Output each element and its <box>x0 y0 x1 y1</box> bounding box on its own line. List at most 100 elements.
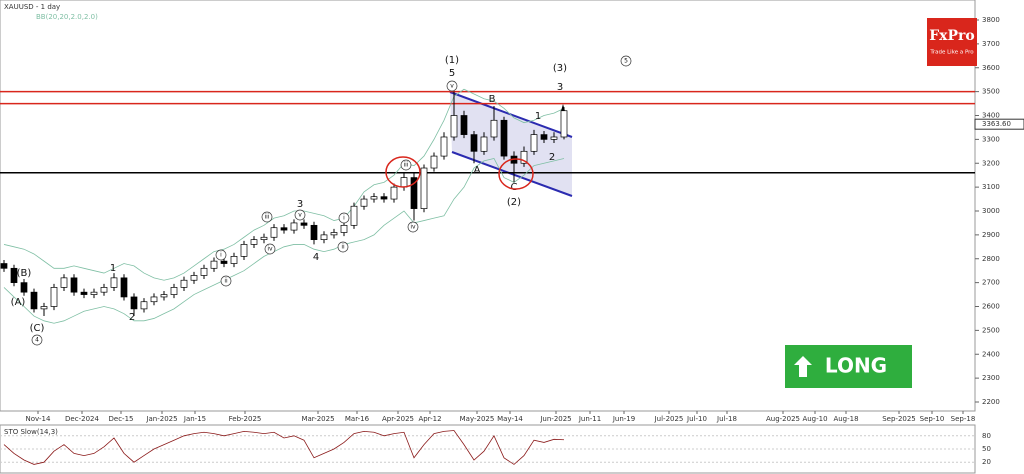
annotation-circle <box>31 334 43 346</box>
annotation-circle <box>407 221 419 233</box>
logo-name: FxPro <box>929 28 975 44</box>
candle-body <box>320 234 328 241</box>
candle-body <box>50 287 58 307</box>
stochastic-tick-label: 20 <box>982 458 991 466</box>
price-panel <box>0 0 976 412</box>
logo-tagline: Trade Like a Pro <box>929 50 974 56</box>
wave-label: (2) <box>507 197 521 208</box>
y-tick-label: 3700 <box>982 40 1000 48</box>
x-tick-label: Nov-14 <box>26 415 51 423</box>
x-tick-label: Jun-11 <box>578 415 601 423</box>
x-tick-label: May-2025 <box>460 415 495 423</box>
x-tick-label: Feb-2025 <box>229 415 262 423</box>
y-tick-label: 3200 <box>982 159 1000 167</box>
candle-body <box>540 134 548 140</box>
stochastic-title: STO Slow(14,3) <box>4 428 58 436</box>
x-tick-label: Jan-2025 <box>145 415 177 423</box>
candle-body <box>470 134 478 152</box>
last-price-tag <box>974 118 1024 130</box>
stochastic-tick-label: 50 <box>982 445 991 453</box>
annotation-circle <box>620 55 632 67</box>
candle-body <box>30 291 38 310</box>
wave-label: 4 <box>313 252 319 263</box>
annotation-circle <box>215 249 227 261</box>
x-tick-label: Aug-2025 <box>766 415 800 423</box>
candle-body <box>10 267 18 283</box>
x-tick-label: Jun-19 <box>612 415 635 423</box>
y-tick-label: 2300 <box>982 374 1000 382</box>
channel-bottom <box>451 151 573 197</box>
candle-body <box>280 227 288 231</box>
x-tick-label: Jun-2025 <box>539 415 571 423</box>
x-tick-label: Apr-2025 <box>382 415 414 423</box>
candle-body <box>170 287 178 295</box>
wave-label: iii <box>264 214 269 221</box>
candle-body <box>480 136 488 152</box>
annotation-circle <box>337 241 349 253</box>
y-tick-label: 2200 <box>982 398 1000 406</box>
candle-body <box>490 119 498 138</box>
y-tick-label: 2400 <box>982 350 1000 358</box>
candle-body <box>240 244 248 257</box>
annotation-circle <box>400 159 412 171</box>
wave-label: v <box>298 212 302 219</box>
candle-body <box>80 291 88 295</box>
candle-body <box>140 301 148 310</box>
wave-label: i <box>220 252 222 259</box>
candle-body <box>350 205 358 226</box>
y-tick-label: 3100 <box>982 183 1000 191</box>
wave-label: C <box>511 182 518 193</box>
y-tick-label: 2800 <box>982 255 1000 263</box>
wave-label: 1 <box>110 263 116 274</box>
wave-label: 1 <box>535 111 541 122</box>
candle-body <box>390 186 398 200</box>
wave-label: 3 <box>557 82 563 93</box>
candle-body <box>460 115 468 135</box>
x-tick-label: Jul-10 <box>686 415 707 423</box>
candle-body <box>450 115 458 138</box>
candle-body <box>400 177 408 188</box>
x-tick-label: Aug-10 <box>802 415 827 423</box>
candle-body <box>120 277 128 298</box>
candle-body <box>290 222 298 231</box>
candle-body <box>370 196 378 200</box>
candle-body <box>300 222 308 226</box>
candle-body <box>430 155 438 169</box>
wave-label: iii <box>403 162 408 169</box>
candle-body <box>130 296 138 310</box>
channel <box>450 92 572 196</box>
candle-body <box>180 279 188 288</box>
candle-body <box>220 260 228 264</box>
annotation-circle <box>220 275 232 287</box>
signal-label: LONG <box>825 354 887 378</box>
candle-body <box>110 277 118 288</box>
chart-title: XAUUSD - 1 day <box>4 3 60 11</box>
wave-label: 5 <box>624 58 628 65</box>
candle-body <box>260 236 268 240</box>
highlight-ellipse <box>498 158 534 190</box>
bb-upper <box>3 88 565 281</box>
wave-label: i <box>343 215 345 222</box>
y-tick-label: 3400 <box>982 112 1000 120</box>
annotation-circle <box>338 212 350 224</box>
stochastic-tick-label: 80 <box>982 432 991 440</box>
candle-body <box>550 136 558 140</box>
candle-body <box>420 167 428 209</box>
bb-lower <box>3 158 565 324</box>
candle-body <box>440 136 448 157</box>
candle-body <box>410 177 418 209</box>
x-tick-label: Aug-18 <box>833 415 858 423</box>
wave-label: (B) <box>17 268 32 279</box>
x-tick-label: Jul-2025 <box>654 415 684 423</box>
stochastic-line <box>3 430 565 465</box>
x-tick-label: May-14 <box>497 415 523 423</box>
candle-body <box>250 239 258 245</box>
candle-body <box>60 277 68 288</box>
annotation-circle <box>446 80 458 92</box>
wave-label: (C) <box>30 323 45 334</box>
candle-body <box>190 275 198 281</box>
logo-box <box>927 18 977 66</box>
up-arrow <box>794 356 812 377</box>
y-tick-label: 2600 <box>982 303 1000 311</box>
wave-label: 3 <box>297 199 303 210</box>
